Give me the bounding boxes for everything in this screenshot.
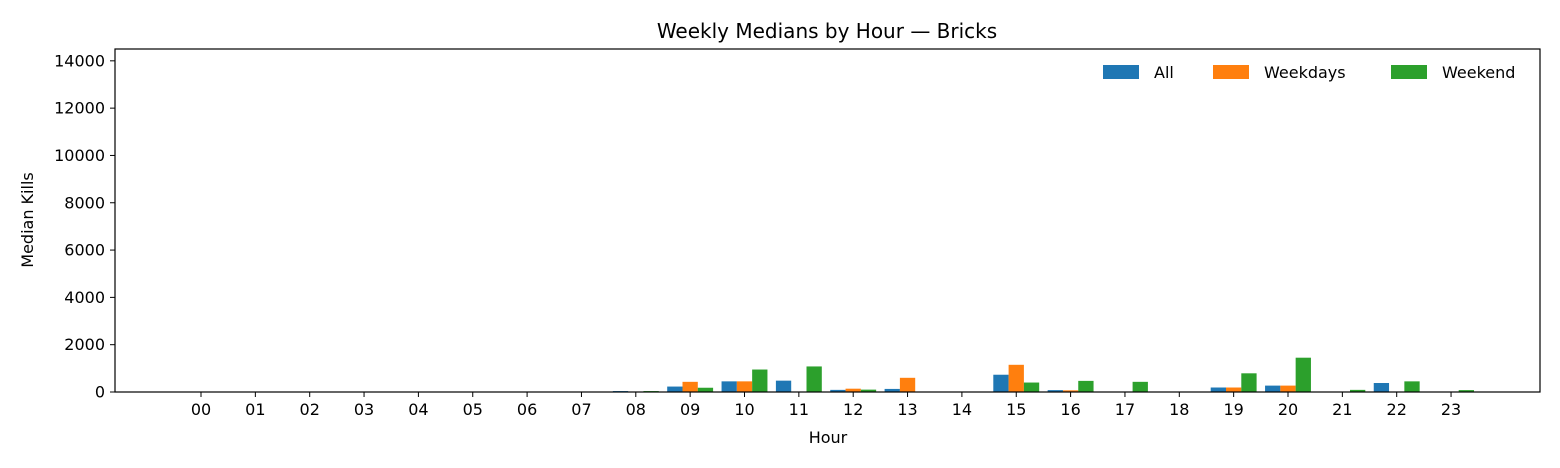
bar-weekdays-20 bbox=[1280, 385, 1296, 392]
x-tick-label: 09 bbox=[680, 400, 700, 419]
x-tick-label: 18 bbox=[1169, 400, 1189, 419]
y-axis-ticks: 0 2000 4000 6000 8000 10000 12000 14000 bbox=[54, 51, 115, 402]
x-tick-label: 23 bbox=[1441, 400, 1461, 419]
bar-weekend-12 bbox=[860, 389, 877, 392]
x-axis-ticks: 00 01 02 03 04 05 06 07 08 09 10 11 12 13 14 15 16 17 18 19… bbox=[191, 392, 1461, 419]
legend-swatch-weekdays bbox=[1213, 65, 1249, 79]
bar-weekdays-09 bbox=[682, 381, 698, 392]
y-axis-label: Median Kills bbox=[18, 172, 37, 267]
bar-all-20 bbox=[1265, 385, 1281, 392]
x-tick-label: 00 bbox=[191, 400, 211, 419]
bar-weekdays-12 bbox=[845, 388, 861, 392]
x-tick-label: 12 bbox=[843, 400, 863, 419]
x-tick-label: 10 bbox=[734, 400, 754, 419]
bar-weekend-16 bbox=[1078, 380, 1094, 392]
x-tick-label: 02 bbox=[300, 400, 320, 419]
bar-all-16 bbox=[1047, 390, 1063, 392]
x-tick-label: 15 bbox=[1006, 400, 1026, 419]
x-tick-label: 07 bbox=[571, 400, 591, 419]
bar-weekend-22 bbox=[1404, 381, 1420, 392]
legend-swatch-weekend bbox=[1391, 65, 1427, 79]
x-tick-label: 11 bbox=[789, 400, 809, 419]
x-tick-label: 06 bbox=[517, 400, 537, 419]
x-tick-label: 03 bbox=[354, 400, 374, 419]
bar-all-11 bbox=[775, 380, 792, 392]
bar-weekend-15 bbox=[1023, 382, 1040, 392]
bar-all-13 bbox=[884, 388, 900, 392]
x-tick-label: 05 bbox=[463, 400, 483, 419]
bar-weekdays-10 bbox=[736, 381, 753, 392]
bar-weekdays-15 bbox=[1008, 364, 1024, 392]
bar-weekdays-16 bbox=[1062, 390, 1079, 392]
x-tick-label: 21 bbox=[1332, 400, 1352, 419]
bar-weekend-09 bbox=[697, 387, 714, 392]
bar-weekend-21 bbox=[1350, 389, 1366, 392]
y-tick-label: 14000 bbox=[54, 51, 105, 70]
bar-all-09 bbox=[667, 386, 683, 392]
bar-weekend-10 bbox=[752, 369, 768, 392]
legend-label-all: All bbox=[1154, 63, 1174, 82]
x-tick-label: 04 bbox=[408, 400, 428, 419]
y-tick-label: 6000 bbox=[64, 241, 105, 260]
bar-weekdays-13 bbox=[899, 377, 916, 392]
bar-weekend-11 bbox=[806, 366, 822, 392]
x-tick-label: 17 bbox=[1115, 400, 1135, 419]
bar-all-10 bbox=[721, 381, 737, 392]
x-axis-label: Hour bbox=[809, 428, 848, 447]
x-tick-label: 14 bbox=[952, 400, 972, 419]
x-tick-label: 20 bbox=[1278, 400, 1298, 419]
x-tick-label: 16 bbox=[1060, 400, 1080, 419]
y-tick-label: 12000 bbox=[54, 99, 105, 118]
y-tick-label: 10000 bbox=[54, 146, 105, 165]
bar-weekend-17 bbox=[1132, 381, 1148, 392]
y-tick-label: 2000 bbox=[64, 335, 105, 354]
bar-weekdays-19 bbox=[1226, 387, 1242, 392]
legend-label-weekdays: Weekdays bbox=[1264, 63, 1346, 82]
y-tick-label: 8000 bbox=[64, 193, 105, 212]
x-tick-label: 08 bbox=[626, 400, 646, 419]
x-tick-label: 13 bbox=[897, 400, 917, 419]
bar-all-12 bbox=[830, 389, 846, 392]
bar-all-22 bbox=[1373, 383, 1390, 392]
y-tick-label: 4000 bbox=[64, 288, 105, 307]
chart-title: Weekly Medians by Hour — Bricks bbox=[657, 19, 997, 43]
y-tick-label: 0 bbox=[95, 383, 105, 402]
bar-all-19 bbox=[1210, 387, 1226, 392]
legend-swatch-all bbox=[1103, 65, 1139, 79]
x-tick-label: 01 bbox=[245, 400, 265, 419]
bars-layer bbox=[612, 357, 1474, 392]
plot-frame bbox=[114, 48, 1541, 393]
bar-weekend-20 bbox=[1295, 357, 1311, 392]
bar-weekend-23 bbox=[1458, 390, 1474, 392]
bar-weekend-19 bbox=[1241, 373, 1257, 392]
x-tick-label: 22 bbox=[1387, 400, 1407, 419]
legend-label-weekend: Weekend bbox=[1442, 63, 1515, 82]
legend: All Weekdays Weekend bbox=[1103, 63, 1515, 82]
x-tick-label: 19 bbox=[1223, 400, 1243, 419]
bar-all-15 bbox=[993, 374, 1009, 392]
